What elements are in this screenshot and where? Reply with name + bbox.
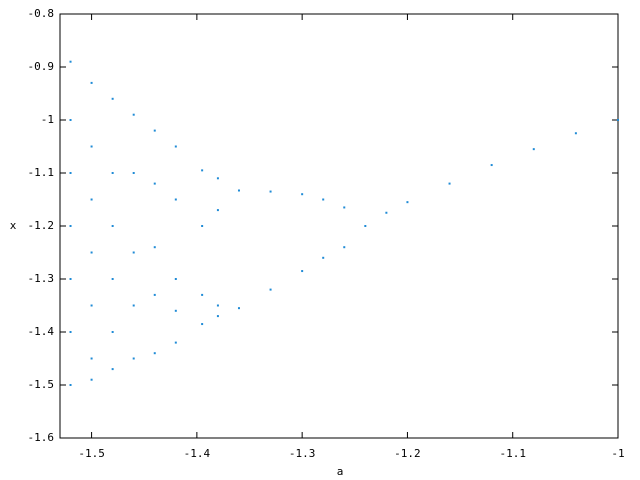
point	[90, 357, 93, 360]
point	[174, 278, 177, 280]
point	[111, 368, 114, 371]
point	[153, 182, 156, 185]
point	[216, 304, 219, 307]
point	[69, 172, 72, 174]
point	[448, 182, 451, 185]
x-tick-label: -1	[611, 447, 624, 460]
point	[490, 164, 493, 167]
point	[90, 304, 93, 307]
point	[385, 211, 388, 214]
point	[174, 198, 177, 201]
y-tick-label: -1.3	[28, 272, 55, 285]
point	[90, 378, 93, 381]
x-tick-label: -1.3	[289, 447, 316, 460]
point	[69, 331, 72, 333]
point	[406, 201, 409, 204]
y-tick-label: -1.4	[28, 325, 55, 338]
point	[269, 288, 272, 291]
x-tick-label: -1.2	[394, 447, 421, 460]
point	[216, 177, 219, 180]
point	[301, 193, 304, 196]
point	[301, 270, 304, 273]
point	[216, 209, 219, 212]
y-tick-label: -0.9	[28, 60, 55, 73]
point	[111, 278, 114, 280]
point	[216, 315, 219, 318]
x-tick-label: -1.4	[184, 447, 211, 460]
point	[132, 172, 135, 174]
y-tick-label: -1.5	[28, 378, 55, 391]
point	[574, 132, 577, 135]
y-tick-label: -0.8	[28, 7, 55, 20]
point	[69, 60, 72, 63]
y-tick-label: -1.6	[28, 431, 55, 444]
y-tick-label: -1	[41, 113, 54, 126]
point	[237, 189, 240, 192]
point	[153, 352, 156, 355]
point	[201, 323, 204, 326]
y-tick-label: -1.2	[28, 219, 55, 232]
point	[364, 225, 367, 227]
point	[90, 198, 93, 201]
point	[201, 293, 204, 296]
point	[69, 384, 72, 386]
point	[111, 97, 114, 100]
point	[153, 246, 156, 249]
point	[69, 278, 72, 280]
point	[90, 81, 93, 84]
point	[69, 119, 72, 121]
plot-frame	[59, 13, 619, 439]
point	[174, 309, 177, 312]
point	[237, 307, 240, 310]
point	[132, 113, 135, 116]
point	[532, 148, 535, 151]
point	[90, 145, 93, 148]
point	[111, 225, 114, 227]
y-axis-label: x	[10, 219, 17, 232]
point	[343, 246, 346, 249]
point	[322, 198, 325, 201]
point	[132, 357, 135, 360]
x-axis-label: a	[337, 465, 344, 478]
x-tick-label: -1.5	[78, 447, 105, 460]
point	[153, 293, 156, 296]
point	[153, 129, 156, 132]
point	[111, 331, 114, 333]
point	[174, 145, 177, 148]
x-tick-label: -1.1	[499, 447, 526, 460]
point	[201, 225, 204, 227]
point	[111, 172, 114, 174]
point	[322, 256, 325, 259]
y-tick-label: -1.1	[28, 166, 55, 179]
point	[269, 190, 272, 193]
point	[90, 251, 93, 254]
point	[132, 304, 135, 307]
point	[174, 341, 177, 344]
point	[69, 225, 72, 227]
point	[132, 251, 135, 254]
point	[201, 169, 204, 172]
point	[617, 119, 619, 121]
point	[343, 206, 346, 209]
